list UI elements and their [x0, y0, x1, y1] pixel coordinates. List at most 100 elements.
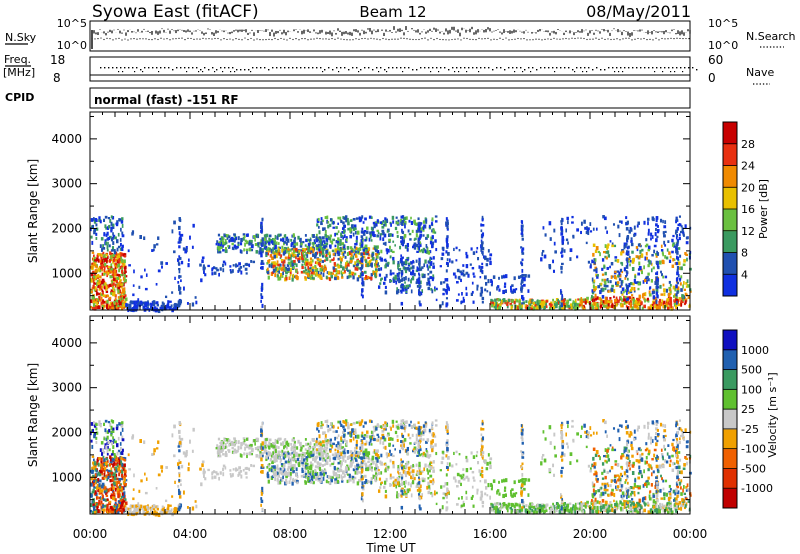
power-cell: [429, 270, 433, 274]
velocity-cell: [98, 420, 101, 425]
power-cell: [232, 264, 235, 267]
power-cell: [578, 298, 582, 301]
velocity-cell: [121, 492, 124, 496]
velocity-cell: [113, 453, 116, 456]
power-cell: [337, 257, 340, 261]
velocity-cell: [107, 440, 111, 444]
power-cell: [445, 289, 448, 292]
nsearch-mark: [202, 37, 204, 39]
power-cell: [199, 263, 202, 267]
power-cell: [283, 241, 287, 244]
power-cell: [291, 262, 294, 267]
power-cell: [222, 260, 226, 264]
power-cell: [626, 297, 629, 301]
power-cell: [280, 238, 282, 242]
power-cell: [178, 236, 182, 241]
power-cell: [407, 229, 410, 233]
power-cell: [567, 299, 570, 304]
freq-mark: [252, 67, 254, 69]
power-cell: [636, 303, 640, 307]
power-cell: [92, 224, 95, 228]
power-cell: [173, 220, 176, 225]
power-cell: [235, 236, 238, 241]
power-cell: [417, 279, 420, 284]
power-cell: [394, 274, 397, 278]
power-cell: [603, 283, 607, 287]
power-cell: [605, 256, 608, 260]
power-cell: [312, 271, 316, 275]
power-cell: [339, 239, 342, 243]
power-cell: [663, 292, 666, 297]
nsearch-mark: [199, 38, 201, 40]
power-cell: [260, 259, 264, 264]
velocity-cell: [123, 469, 127, 474]
colorbar-tick-label: 12: [741, 225, 755, 238]
power-cell: [418, 228, 421, 231]
nsearch-mark: [220, 39, 222, 41]
power-cell: [542, 301, 545, 304]
velocity-cell: [99, 496, 102, 500]
power-cell: [599, 290, 602, 295]
power-cell: [319, 238, 322, 242]
power-cell: [143, 301, 146, 306]
power-cell: [491, 303, 494, 308]
power-cell: [528, 301, 531, 305]
nsearch-mark: [376, 38, 378, 40]
velocity-cell: [91, 466, 94, 469]
power-cell: [275, 252, 278, 256]
velocity-cell: [164, 499, 168, 503]
power-cell: [396, 287, 398, 291]
nsearch-mark: [466, 37, 468, 40]
power-cell: [373, 224, 376, 229]
power-cell: [284, 250, 287, 255]
power-cell: [490, 278, 493, 284]
power-cell: [413, 219, 416, 224]
velocity-cell: [152, 507, 156, 511]
power-cell: [532, 301, 536, 305]
power-cell: [230, 236, 234, 240]
power-cell: [615, 284, 618, 287]
power-cell: [341, 227, 345, 231]
power-cell: [92, 279, 95, 283]
power-cell: [284, 269, 287, 274]
power-cell: [561, 238, 565, 242]
power-cell: [597, 285, 601, 289]
power-cell: [402, 289, 405, 292]
power-cell: [652, 301, 656, 305]
power-cell: [648, 260, 652, 265]
power-cell: [383, 224, 386, 227]
power-cell: [431, 289, 434, 294]
power-cell: [608, 301, 611, 305]
nsearch-mark: [136, 38, 138, 40]
power-cell: [97, 273, 100, 278]
power-cell: [656, 229, 660, 232]
power-cell: [417, 229, 421, 233]
power-cell: [315, 233, 318, 237]
power-cell: [224, 262, 227, 266]
colorbar-swatch: [723, 187, 737, 210]
power-cell: [592, 284, 595, 289]
freq-mark: [240, 69, 242, 71]
power-cell: [489, 291, 492, 296]
power-cell: [113, 299, 117, 303]
power-cell: [361, 264, 364, 268]
power-cell: [513, 276, 516, 281]
freq-mark: [324, 69, 326, 71]
velocity-cell: [211, 471, 214, 474]
power-cell: [173, 303, 177, 308]
power-cell: [340, 260, 343, 264]
power-cell: [111, 306, 114, 310]
freq-mark: [536, 69, 538, 71]
power-cell: [400, 240, 403, 243]
power-cell: [325, 242, 329, 246]
power-cell: [364, 246, 368, 250]
power-cell: [244, 239, 247, 243]
power-cell: [522, 274, 525, 277]
power-cell: [620, 280, 623, 284]
power-cell: [367, 256, 370, 260]
freq-mark: [256, 67, 258, 69]
power-cell: [360, 262, 364, 266]
power-cell: [178, 287, 181, 292]
power-cell: [626, 220, 629, 225]
power-cell: [403, 237, 406, 240]
